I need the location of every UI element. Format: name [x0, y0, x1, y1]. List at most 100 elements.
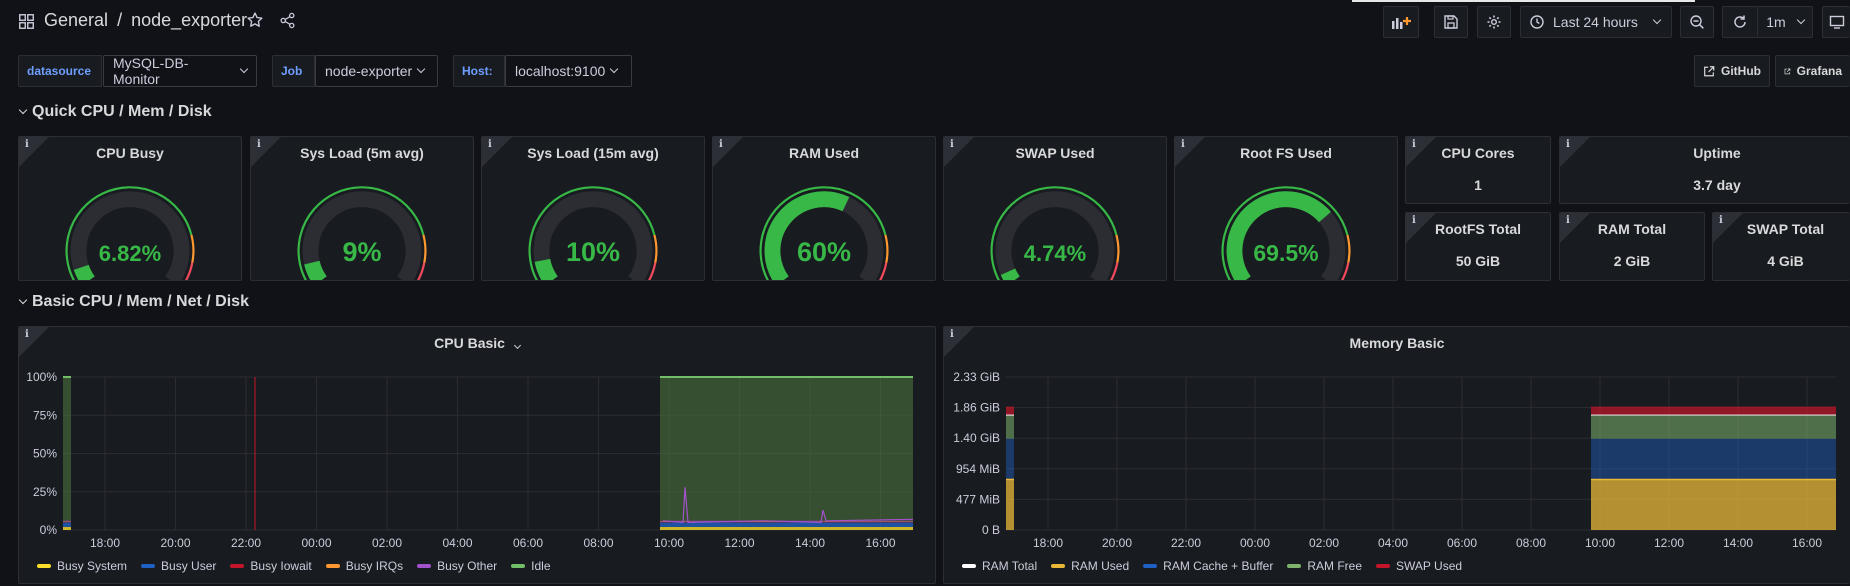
row-header-basic[interactable]: Basic CPU / Mem / Net / Disk	[18, 293, 249, 311]
legend-swatch	[511, 564, 526, 568]
panel-sys-load-15m[interactable]: i Sys Load (15m avg) 10%	[481, 136, 705, 281]
panel-swap-total[interactable]: i SWAP Total 4 GiB	[1712, 212, 1850, 281]
variable-select-job[interactable]: node-exporter	[315, 55, 438, 87]
x-tick-label: 00:00	[301, 536, 331, 547]
info-icon[interactable]: i	[488, 139, 492, 150]
y-tick-label: 0 B	[982, 523, 1000, 537]
info-icon[interactable]: i	[950, 329, 954, 340]
breadcrumb-separator: /	[117, 10, 123, 30]
info-icon[interactable]: i	[25, 139, 29, 150]
gauge-threshold-orange	[1346, 234, 1351, 263]
gauge-threshold-red	[647, 262, 657, 280]
time-picker-button[interactable]: Last 24 hours	[1520, 6, 1672, 38]
info-icon[interactable]: i	[1566, 139, 1570, 150]
x-tick-label: 06:00	[1447, 536, 1477, 547]
x-tick-label: 02:00	[372, 536, 402, 547]
row-header-quick[interactable]: Quick CPU / Mem / Disk	[18, 103, 212, 121]
legend-item[interactable]: RAM Cache + Buffer	[1143, 559, 1273, 573]
panel-sys-load-5m[interactable]: i Sys Load (5m avg) 9%	[250, 136, 474, 281]
cpu-busy-other-line	[662, 487, 914, 523]
gauge-threshold-orange	[653, 234, 658, 263]
breadcrumb: General / node_exporter	[44, 10, 247, 31]
legend-item[interactable]: Busy System	[37, 559, 127, 573]
gauge-track	[70, 191, 190, 280]
gauge	[65, 186, 195, 280]
x-tick-label: 10:00	[654, 536, 684, 547]
dashboards-grid-icon[interactable]	[19, 14, 34, 29]
memory-basic-graph[interactable]: 2.33 GiB 1.86 GiB 1.40 GiB 954 MiB 477 MiB 0 …	[944, 327, 1850, 547]
monitor-icon	[1829, 15, 1844, 29]
variable-select-host[interactable]: localhost:9100	[505, 55, 632, 87]
panel-memory-basic[interactable]: i Memory Basic 2.33 GiB 1.86 GiB 1.40 GiB 9…	[943, 326, 1850, 584]
legend-item[interactable]: RAM Total	[962, 559, 1037, 573]
legend-item[interactable]: RAM Used	[1051, 559, 1129, 573]
legend-item[interactable]: Busy IRQs	[325, 559, 403, 573]
grafana-link[interactable]: Grafana	[1775, 55, 1850, 87]
github-link[interactable]: GitHub	[1694, 55, 1770, 87]
panel-uptime[interactable]: i Uptime 3.7 day	[1559, 136, 1850, 204]
refresh-button[interactable]	[1722, 6, 1758, 38]
gauge-track	[533, 191, 653, 280]
legend-swatch	[1287, 564, 1302, 568]
panel-title: SWAP Used	[1015, 145, 1095, 161]
mem-start-area-swap-used	[1006, 406, 1014, 416]
share-icon[interactable]	[279, 12, 296, 29]
cpu-recent-area-busy-system	[660, 526, 913, 530]
panel-swap-used[interactable]: i SWAP Used 4.74%	[943, 136, 1167, 281]
info-icon[interactable]: i	[719, 139, 723, 150]
mem-start-area-ram-used	[1006, 479, 1014, 530]
panel-cpu-cores[interactable]: i CPU Cores 1	[1405, 136, 1551, 204]
cpu-basic-graph[interactable]: 100% 75% 50% 25% 0% 18:00 20:00 22:00 00:00 02:00…	[19, 327, 936, 547]
x-tick-label: 22:00	[1171, 536, 1201, 547]
legend-item[interactable]: Busy User	[141, 559, 216, 573]
breadcrumb-folder[interactable]: General	[44, 10, 109, 30]
panel-ram-used[interactable]: i RAM Used 60%	[712, 136, 936, 281]
panel-rootfs-total[interactable]: i RootFS Total 50 GiB	[1405, 212, 1551, 281]
info-icon[interactable]: i	[25, 329, 29, 340]
refresh-interval-picker[interactable]: 1m	[1757, 6, 1813, 38]
info-icon[interactable]: i	[1412, 215, 1416, 226]
legend-swatch	[1051, 564, 1066, 568]
panel-ram-total[interactable]: i RAM Total 2 GiB	[1559, 212, 1705, 281]
legend-swatch	[417, 564, 432, 568]
variable-label-datasource: datasource	[18, 55, 102, 87]
legend-item[interactable]: Busy Iowait	[230, 559, 312, 573]
stat-value: 50 GiB	[1455, 253, 1501, 269]
star-icon[interactable]	[246, 11, 264, 29]
save-dashboard-button[interactable]	[1434, 6, 1468, 38]
panel-title-text: CPU Basic	[434, 335, 505, 351]
add-panel-button[interactable]	[1383, 6, 1419, 38]
panel-cpu-busy[interactable]: i CPU Busy 6.82%	[18, 136, 242, 281]
info-icon[interactable]: i	[1566, 215, 1570, 226]
dashboard-settings-button[interactable]	[1477, 6, 1511, 38]
cpu-recent-area-busy-user	[660, 522, 913, 527]
panel-title: Memory Basic	[1349, 335, 1445, 351]
info-icon[interactable]: i	[1719, 215, 1723, 226]
breadcrumb-dashboard[interactable]: node_exporter	[131, 10, 248, 30]
variable-value: node-exporter	[325, 63, 413, 79]
legend-item[interactable]: Busy Other	[417, 559, 497, 573]
legend-item[interactable]: Idle	[511, 559, 551, 573]
legend: RAM Total RAM Used RAM Cache + Buffer RA…	[962, 559, 1462, 573]
legend-swatch	[325, 564, 340, 568]
panel-root-fs-used[interactable]: i Root FS Used 69.5%	[1174, 136, 1398, 281]
info-icon[interactable]: i	[1181, 139, 1185, 150]
tv-mode-button[interactable]	[1822, 6, 1850, 38]
info-icon[interactable]: i	[1412, 139, 1416, 150]
variable-select-datasource[interactable]: MySQL-DB-Monitor	[103, 55, 257, 87]
legend-item[interactable]: RAM Free	[1287, 559, 1362, 573]
panel-cpu-basic[interactable]: i CPU Basic 100% 75% 50% 25% 0% 18:00 20:00 22:…	[18, 326, 936, 584]
legend-swatch	[37, 564, 51, 568]
info-icon[interactable]: i	[950, 139, 954, 150]
stat-value: 3.7 day	[1693, 177, 1741, 193]
y-tick-label: 50%	[33, 447, 57, 461]
panel-title[interactable]: CPU Basic	[19, 335, 935, 351]
gauge-threshold-orange	[884, 234, 889, 263]
gauge	[990, 186, 1120, 280]
cpu-start-area-busy-system	[63, 526, 71, 530]
gauge-value-arc	[1226, 191, 1331, 280]
save-icon	[1444, 15, 1458, 29]
info-icon[interactable]: i	[257, 139, 261, 150]
legend-item[interactable]: SWAP Used	[1376, 559, 1462, 573]
zoom-out-button[interactable]	[1680, 6, 1714, 38]
